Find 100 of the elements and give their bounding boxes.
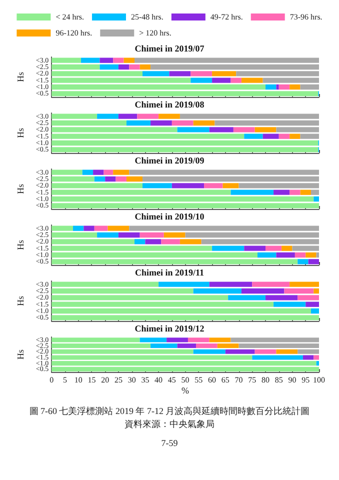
bar xyxy=(129,64,140,70)
bar xyxy=(204,183,223,188)
bar xyxy=(169,71,191,76)
bar xyxy=(105,176,116,182)
chart-title: Chimei in 2019/11 xyxy=(134,268,204,278)
x-tick-label: 40 xyxy=(154,376,163,385)
x-tick-label: 30 xyxy=(128,376,136,385)
bar xyxy=(306,302,319,307)
bar xyxy=(150,120,172,126)
bar xyxy=(290,190,300,195)
bar xyxy=(300,190,311,195)
y-axis-title: Hs xyxy=(16,128,26,138)
bar xyxy=(172,120,194,126)
bar xyxy=(244,134,263,139)
chart-title: Chimei in 2019/12 xyxy=(134,324,205,334)
bar xyxy=(108,226,130,231)
bar xyxy=(276,252,295,258)
bar xyxy=(190,71,212,76)
bar xyxy=(241,78,263,83)
legend-label: 96-120 hrs. xyxy=(56,28,92,38)
legend-label: 49-72 hrs. xyxy=(210,12,243,22)
text: 7-59 xyxy=(160,437,179,450)
bar xyxy=(254,127,276,132)
bar xyxy=(94,226,108,231)
bar xyxy=(314,355,319,360)
bar xyxy=(113,58,124,63)
bar xyxy=(310,308,319,314)
y-axis-title: Hs xyxy=(16,72,26,82)
legend-label: 25-48 hrs. xyxy=(130,12,164,22)
bar xyxy=(316,361,319,366)
x-axis-title: % xyxy=(182,386,190,396)
legend-label: < 24 hrs. xyxy=(56,12,84,22)
y-axis-title: Hs xyxy=(16,184,26,194)
x-tick-label: 20 xyxy=(101,376,110,385)
bar xyxy=(244,246,266,251)
bar xyxy=(190,78,212,83)
bar xyxy=(193,120,215,126)
bar xyxy=(262,134,279,139)
bar xyxy=(274,190,290,195)
bar xyxy=(254,349,276,354)
bar xyxy=(266,246,282,251)
x-tick-label: 10 xyxy=(74,376,82,385)
bar xyxy=(118,114,138,119)
x-tick-label: 35 xyxy=(141,376,150,385)
bar xyxy=(230,190,274,195)
bar xyxy=(282,246,292,251)
bar xyxy=(290,134,300,139)
x-tick-label: 0 xyxy=(50,376,54,385)
bar xyxy=(94,176,106,182)
bar xyxy=(212,71,236,76)
x-tick-label: 55 xyxy=(194,376,203,385)
bar xyxy=(100,58,114,63)
caption: 圖 7-60 七美浮標測站 2019 年 7-12 月波高與延續時間時數百分比統計圖 xyxy=(28,405,311,418)
x-tick-label: 25 xyxy=(114,376,122,385)
bar xyxy=(230,78,242,83)
y-axis-title: Hs xyxy=(16,240,26,250)
bar xyxy=(225,349,255,354)
bar xyxy=(278,84,290,90)
x-tick-label: 95 xyxy=(302,376,310,385)
bar xyxy=(116,176,126,182)
bar xyxy=(266,84,276,90)
x-tick-label: 65 xyxy=(221,376,230,385)
bar xyxy=(276,84,279,90)
bar xyxy=(276,349,298,354)
bar xyxy=(258,252,276,258)
x-tick-label: 90 xyxy=(288,376,296,385)
bar xyxy=(134,239,146,244)
bar xyxy=(209,127,234,132)
bar xyxy=(140,64,151,70)
bar xyxy=(222,183,239,188)
chart-title: Chimei in 2019/10 xyxy=(134,212,205,222)
bar xyxy=(308,259,319,264)
x-tick-label: 60 xyxy=(208,376,216,385)
bar xyxy=(145,239,162,244)
bar xyxy=(118,232,140,238)
bar xyxy=(306,252,316,258)
bar xyxy=(72,226,84,231)
chart-title: Chimei in 2019/09 xyxy=(134,156,205,166)
bar xyxy=(193,349,226,354)
bar xyxy=(314,196,319,202)
y-axis-title: Hs xyxy=(16,349,26,360)
x-tick-label: 80 xyxy=(262,376,270,385)
y-axis-title: Hs xyxy=(16,296,26,306)
x-tick-label: 70 xyxy=(234,376,243,385)
source-note: 資料來源：中央氣象局 xyxy=(124,418,216,431)
x-tick-label: 85 xyxy=(274,376,283,385)
bar xyxy=(97,114,118,119)
x-tick-label: 100 xyxy=(313,376,325,385)
bar xyxy=(84,226,94,231)
bar xyxy=(233,127,255,132)
bar xyxy=(302,355,314,360)
x-tick-label: 5 xyxy=(62,376,67,385)
bar xyxy=(126,120,151,126)
bar xyxy=(142,71,170,76)
bar xyxy=(124,58,134,63)
bar xyxy=(278,134,290,139)
bar xyxy=(290,84,300,90)
bar xyxy=(274,302,306,307)
x-tick-label: 45 xyxy=(168,376,176,385)
bar xyxy=(252,355,303,360)
